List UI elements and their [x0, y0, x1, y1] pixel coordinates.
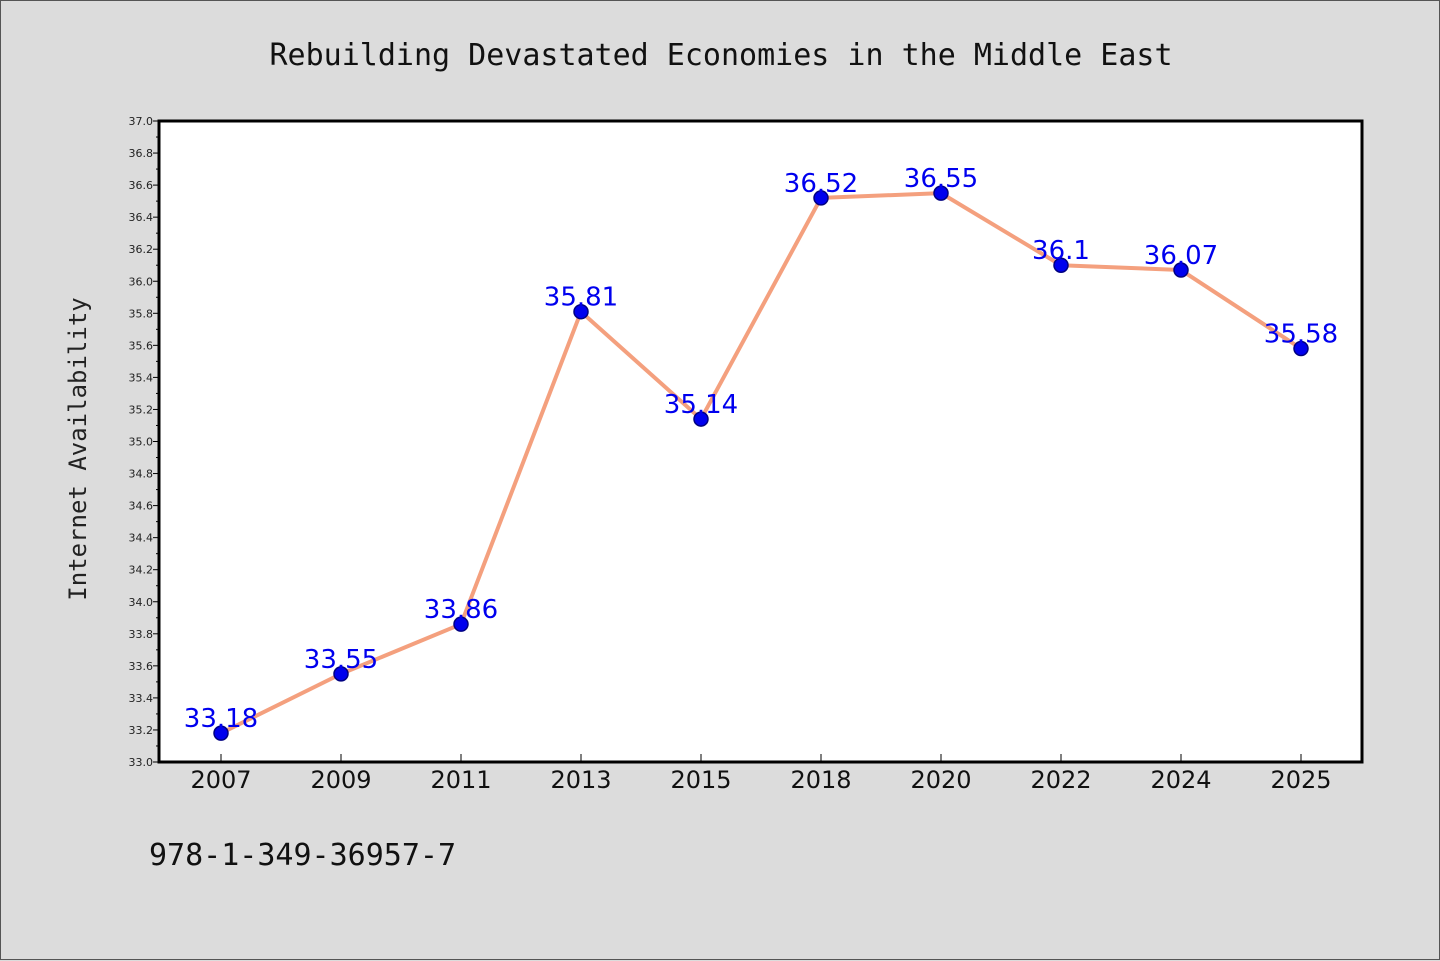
data-label: 36.07 [1144, 241, 1218, 271]
y-tick-label: 36.8 [129, 147, 154, 160]
y-tick-label: 35.0 [129, 436, 154, 449]
data-point [213, 725, 229, 741]
y-tick-label: 34.0 [129, 596, 154, 609]
data-label: 33.55 [304, 645, 378, 675]
footer-code: 978-1-349-36957-7 [149, 838, 456, 873]
y-tick-label: 33.4 [129, 692, 154, 705]
y-tick-label: 35.4 [129, 371, 154, 384]
x-tick-label: 2015 [670, 766, 731, 794]
y-tick-label: 35.2 [129, 403, 154, 416]
data-point [813, 190, 829, 206]
plot-area [157, 119, 1364, 764]
data-point [693, 411, 709, 427]
series-layer [213, 185, 1309, 741]
y-axis-label: Internet Availability [64, 297, 92, 600]
x-tick-label: 2020 [910, 766, 971, 794]
data-point [333, 666, 349, 682]
series-line [219, 191, 1303, 736]
y-tick-label: 36.0 [129, 275, 154, 288]
y-tick-label: 33.2 [129, 724, 154, 737]
data-point [453, 616, 469, 632]
data-label: 36.52 [784, 169, 858, 199]
x-axis-ticks: 2007 2009 2011 2013 2015 2018 2020 2022 2024 2025 [190, 754, 1332, 794]
x-tick-label: 2025 [1270, 766, 1331, 794]
chart-title: Rebuilding Devastated Economies in the M… [269, 38, 1172, 73]
y-tick-label: 34.4 [129, 532, 154, 545]
data-point [933, 185, 949, 201]
y-tick-label: 34.6 [129, 500, 154, 513]
data-label: 35.58 [1264, 320, 1338, 350]
data-point [1173, 262, 1189, 278]
y-tick-label: 35.8 [129, 307, 154, 320]
x-tick-label: 2013 [550, 766, 611, 794]
data-label: 33.18 [184, 704, 258, 734]
y-axis-ticks: 33.0 33.2 33.4 33.6 33.8 34.0 34.2 34.4 34.6 34.8… [129, 115, 159, 769]
x-tick-label: 2022 [1030, 766, 1091, 794]
y-tick-label: 34.8 [129, 468, 154, 481]
y-tick-label: 37.0 [129, 115, 154, 128]
y-tick-label: 34.2 [129, 564, 154, 577]
data-point [1293, 340, 1309, 357]
y-tick-label: 36.4 [129, 211, 154, 224]
x-tick-label: 2011 [430, 766, 491, 794]
data-label: 36.55 [904, 164, 978, 194]
data-label: 33.86 [424, 595, 498, 625]
x-tick-label: 2018 [790, 766, 851, 794]
data-label: 35.14 [664, 390, 738, 420]
y-tick-label: 36.2 [129, 243, 154, 256]
x-tick-label: 2007 [190, 766, 251, 794]
y-tick-label: 33.8 [129, 628, 154, 641]
data-label: 36.1 [1032, 236, 1090, 266]
y-tick-label: 35.6 [129, 339, 154, 352]
x-tick-label: 2009 [310, 766, 371, 794]
y-tick-label: 33.6 [129, 660, 154, 673]
data-point [573, 303, 589, 320]
y-tick-label: 33.0 [129, 756, 154, 769]
y-tick-label: 36.6 [129, 179, 154, 192]
data-label: 35.81 [544, 283, 618, 313]
data-point [1053, 257, 1069, 273]
x-tick-label: 2024 [1150, 766, 1211, 794]
data-labels: 33.18 33.55 33.86 35.81 35.14 36.52 36.55 36.1 3… [184, 164, 1338, 734]
